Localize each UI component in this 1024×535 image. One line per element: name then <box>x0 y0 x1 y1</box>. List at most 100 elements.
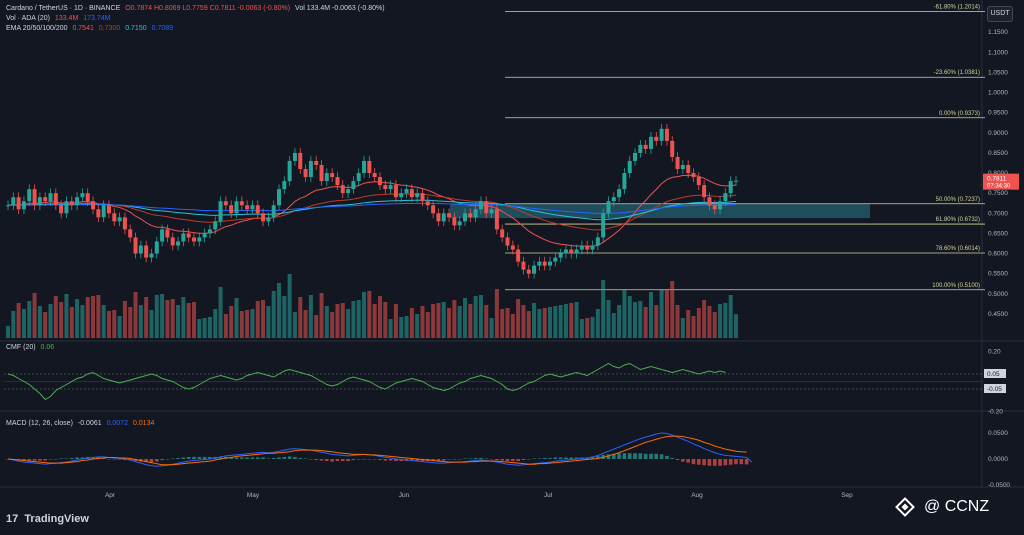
candle-body <box>627 160 632 174</box>
candle-body <box>53 193 58 206</box>
tradingview-watermark[interactable]: 17 TradingView <box>6 513 89 525</box>
volume-bar <box>351 301 356 338</box>
vol-ma-value-1: 133.4M <box>54 15 79 22</box>
candle-body <box>165 229 170 238</box>
currency-badge[interactable]: USDT <box>987 6 1013 22</box>
macd-histogram-bar <box>43 459 47 461</box>
candle-body <box>27 189 32 202</box>
macd-histogram-bar <box>22 459 26 461</box>
cmf-tick-label: 0.20 <box>988 349 1001 356</box>
candle-body <box>372 173 377 178</box>
time-tick-label: Jun <box>399 492 410 499</box>
volume-bar <box>330 312 335 338</box>
candle-body <box>282 181 287 190</box>
candle-body <box>648 136 653 149</box>
macd-histogram-bar <box>351 459 356 461</box>
macd-signal-value: 0.0134 <box>132 420 155 427</box>
candle-body <box>191 237 196 242</box>
cmf-line <box>7 362 726 401</box>
volume-bar <box>181 297 186 338</box>
candle-body <box>335 177 340 186</box>
candle-body <box>399 193 404 198</box>
volume-bar <box>372 304 377 338</box>
macd-histogram-bar <box>107 459 111 460</box>
price-tick-label: 0.7000 <box>988 210 1008 217</box>
ema100-line <box>7 199 737 221</box>
macd-histogram-bar <box>32 459 37 461</box>
volume-bar <box>393 304 398 338</box>
macd-histogram-bar <box>532 458 536 459</box>
volume-bar <box>563 304 568 338</box>
macd-histogram-bar <box>526 459 531 460</box>
macd-histogram-bar <box>479 457 483 459</box>
volume-bar <box>404 316 409 338</box>
volume-bar <box>53 296 58 338</box>
macd-histogram-bar <box>500 459 504 461</box>
volume-bar <box>415 314 420 338</box>
candle-body <box>468 213 473 218</box>
volume-bar <box>335 304 340 338</box>
macd-histogram-bar <box>27 459 32 461</box>
volume-bar <box>32 293 37 338</box>
volume-bar <box>510 314 515 338</box>
volume-bar <box>734 314 738 338</box>
macd-histogram-bar <box>399 459 404 462</box>
candle-body <box>579 245 584 250</box>
volume-bar <box>319 293 324 338</box>
volume-bar <box>489 318 494 338</box>
macd-histogram-bar <box>123 459 127 461</box>
candle-body <box>32 189 37 206</box>
macd-histogram-bar <box>558 457 563 459</box>
macd-histogram-bar <box>712 459 717 466</box>
volume-bar <box>648 292 653 338</box>
macd-histogram-bar <box>48 459 53 460</box>
macd-tick-label: 0.0000 <box>988 456 1008 463</box>
candle-body <box>250 205 255 210</box>
volume-bar <box>160 294 165 338</box>
volume-bar <box>191 302 196 338</box>
candle-body <box>489 209 494 214</box>
candle-body <box>675 156 680 170</box>
macd-histogram-bar <box>154 459 159 462</box>
candle-body <box>617 189 622 198</box>
candle-body <box>409 189 414 198</box>
macd-histogram-bar <box>69 457 74 459</box>
candle-body <box>457 221 462 226</box>
candle-body <box>255 205 260 214</box>
macd-histogram-bar <box>728 459 733 465</box>
candle-body <box>622 173 627 190</box>
time-tick-label: May <box>247 492 260 499</box>
macd-histogram-bar <box>537 458 542 459</box>
tradingview-logo-icon: 17 <box>6 513 19 525</box>
macd-histogram-bar <box>362 459 366 460</box>
volume-bar <box>595 309 600 338</box>
candle-body <box>149 253 154 258</box>
candle-body <box>718 201 723 210</box>
macd-histogram-bar <box>234 457 239 459</box>
volume-bar <box>447 308 452 338</box>
volume-bar <box>117 316 122 338</box>
volume-bar <box>27 301 32 338</box>
candle-body <box>303 169 308 178</box>
price-tick-label: 0.6500 <box>988 230 1008 237</box>
volume-bar <box>590 317 595 338</box>
macd-histogram-bar <box>271 457 276 459</box>
macd-histogram-bar <box>723 459 728 466</box>
volume-bar <box>362 292 367 338</box>
macd-histogram-bar <box>330 459 334 462</box>
candle-body <box>601 213 606 238</box>
macd-histogram-bar <box>702 459 706 466</box>
candle-body <box>383 185 388 190</box>
macd-histogram-bar <box>718 459 722 466</box>
macd-line <box>7 432 753 467</box>
candle-body <box>664 128 669 141</box>
volume-bar <box>521 305 526 338</box>
macd-histogram-bar <box>521 459 526 461</box>
volume-bar <box>638 301 643 338</box>
volume-bar <box>239 311 244 338</box>
volume-bar <box>707 306 712 338</box>
candle-body <box>340 185 345 194</box>
macd-histogram-bar <box>186 456 191 459</box>
vol-ma-value-2: 173.74M <box>83 15 111 22</box>
